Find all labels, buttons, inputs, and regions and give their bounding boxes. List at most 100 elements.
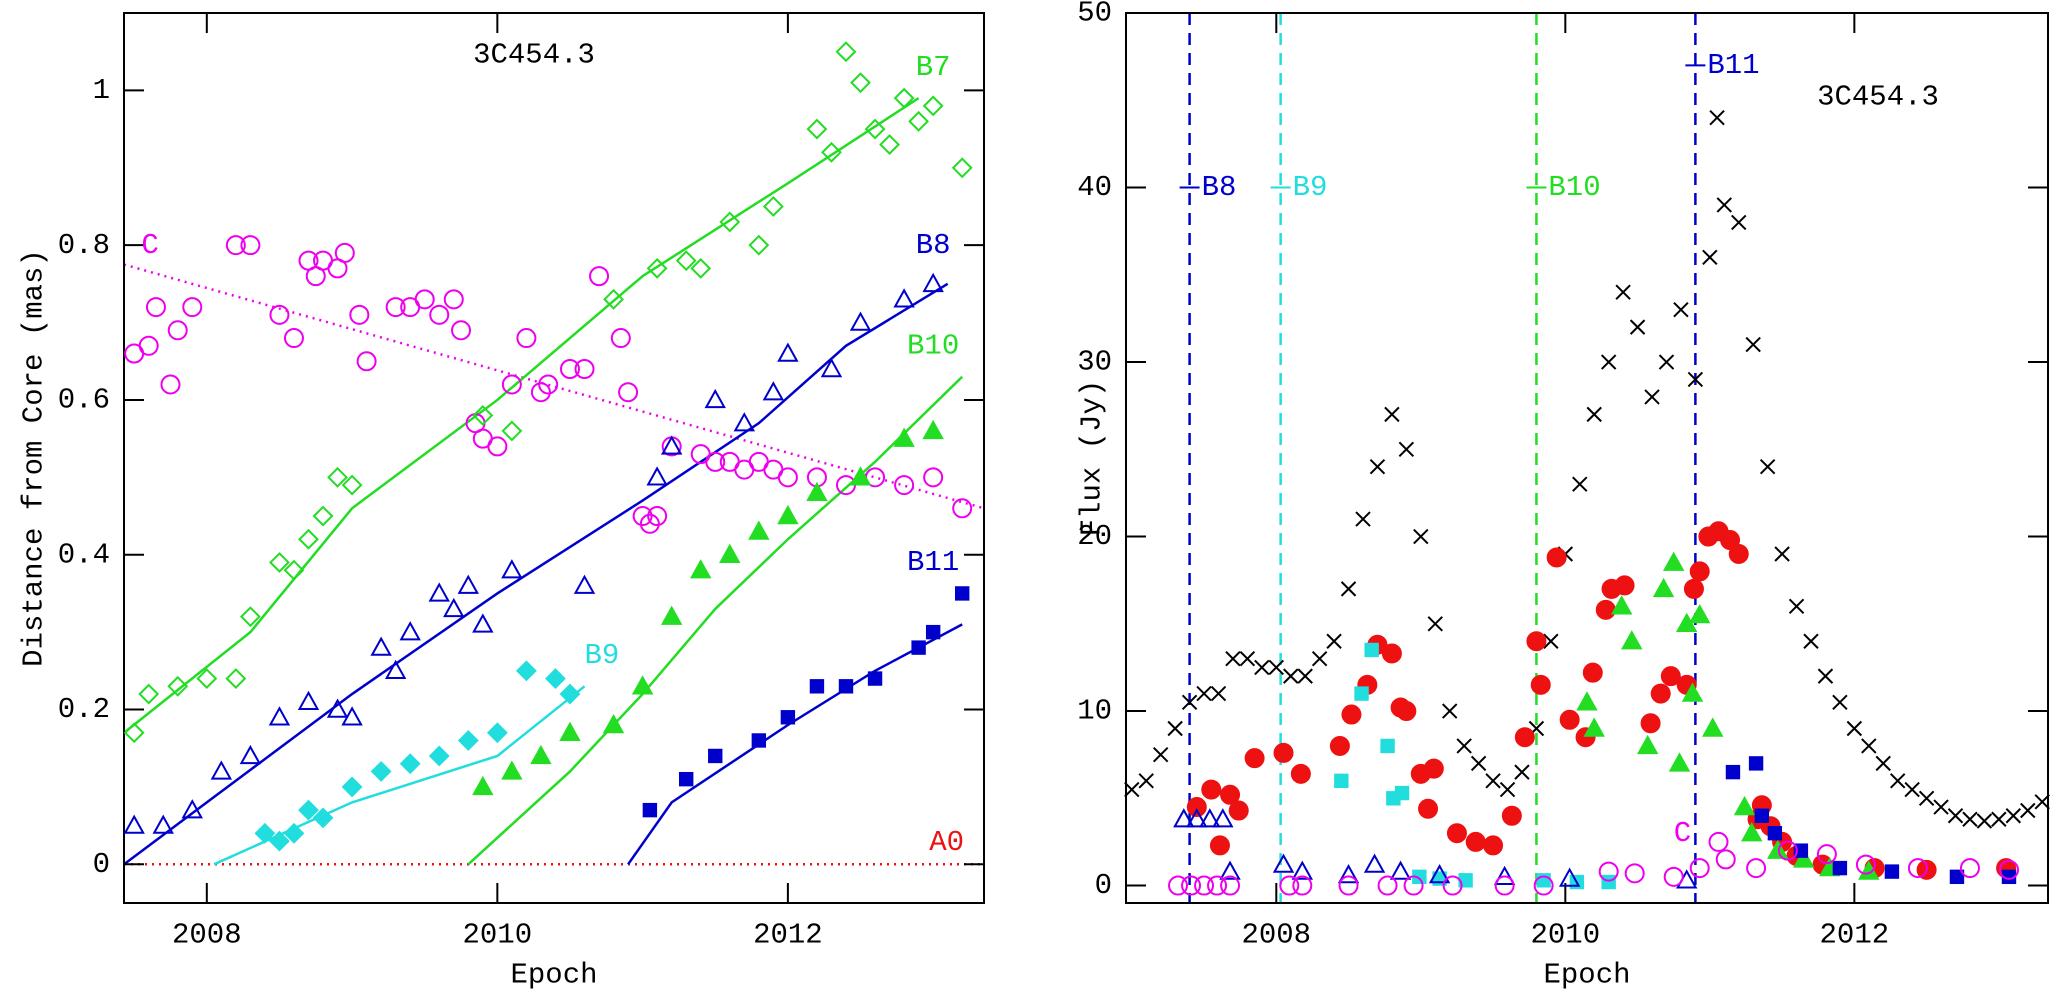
point (618, 382, 639, 403)
point (283, 822, 305, 844)
point (911, 640, 926, 655)
point (806, 481, 828, 502)
point (820, 357, 843, 378)
point (1741, 822, 1763, 842)
point (2001, 869, 2017, 885)
point (1364, 642, 1379, 658)
line-label: B10 (1548, 171, 1600, 204)
point (660, 605, 683, 625)
point (642, 802, 658, 818)
y-axis-title: Flux (Jy) (1076, 380, 1109, 537)
point (559, 359, 580, 379)
point (472, 613, 494, 633)
point (1817, 668, 1834, 684)
point (145, 297, 166, 318)
y-tick-label: 0.2 (58, 693, 110, 726)
point (559, 721, 581, 741)
point (1976, 813, 1993, 829)
point (196, 668, 218, 689)
point (1595, 599, 1616, 620)
point (1186, 808, 1208, 828)
line-label: B11 (1707, 49, 1759, 82)
point (1861, 738, 1877, 754)
point (1907, 858, 1928, 879)
point (486, 722, 508, 744)
point (1572, 476, 1588, 492)
point (123, 814, 145, 834)
point (341, 776, 363, 798)
point (1124, 781, 1140, 798)
point (1418, 798, 1439, 819)
point (1640, 713, 1661, 734)
fit-line (124, 263, 984, 510)
point (1526, 631, 1547, 652)
point (1689, 561, 1710, 582)
point (1396, 701, 1417, 722)
point (639, 513, 660, 534)
point (1201, 779, 1222, 800)
point (864, 118, 886, 140)
series-label: B8 (916, 229, 951, 262)
point (1890, 773, 1906, 789)
point (538, 374, 559, 395)
point (879, 134, 900, 155)
point (457, 574, 479, 594)
point (951, 157, 973, 179)
x-tick-label: 2008 (1241, 919, 1311, 952)
y-tick-label: 0 (93, 848, 110, 881)
point (704, 388, 726, 409)
point (1428, 864, 1451, 884)
point (1663, 866, 1684, 887)
point (2034, 794, 2050, 810)
point (1207, 875, 1228, 896)
point (487, 436, 508, 457)
series-label: B9 (585, 639, 620, 672)
chart-title: 3C454.3 (1817, 81, 1939, 114)
point (762, 196, 784, 217)
point (1746, 858, 1767, 879)
point (210, 760, 233, 780)
point (1683, 578, 1704, 599)
point (515, 660, 537, 682)
point (181, 799, 203, 819)
series-label: C (141, 229, 158, 262)
point (428, 582, 450, 602)
point (1533, 875, 1554, 896)
point (1759, 459, 1776, 475)
point (1687, 371, 1704, 388)
point (762, 381, 785, 401)
point (1962, 811, 1978, 827)
point (283, 328, 304, 349)
point (1767, 839, 1789, 859)
point (603, 288, 624, 310)
point (925, 624, 941, 640)
point (690, 257, 712, 279)
point (1576, 691, 1598, 711)
y-tick-label: 40 (1077, 171, 1112, 204)
point (1681, 682, 1704, 702)
point (384, 659, 407, 680)
point (1774, 546, 1790, 562)
point (1493, 865, 1516, 886)
chart-title: 3C454.3 (473, 39, 595, 72)
point (1601, 874, 1616, 890)
point (1138, 773, 1154, 789)
point (1725, 764, 1741, 780)
y-tick-label: 0 (1095, 869, 1112, 902)
point (1326, 633, 1342, 649)
point (1583, 717, 1605, 737)
point (370, 636, 392, 656)
y-tick-label: 0.4 (58, 538, 110, 571)
point (1219, 860, 1241, 880)
point (893, 288, 915, 308)
point (1186, 797, 1207, 818)
point (399, 753, 421, 775)
point (1793, 848, 1815, 868)
line-label: A0 (929, 826, 964, 859)
point (1947, 808, 1964, 824)
point (1290, 763, 1311, 784)
point (1689, 858, 1710, 879)
point (399, 621, 421, 641)
y-tick-label: 20 (1077, 520, 1112, 553)
